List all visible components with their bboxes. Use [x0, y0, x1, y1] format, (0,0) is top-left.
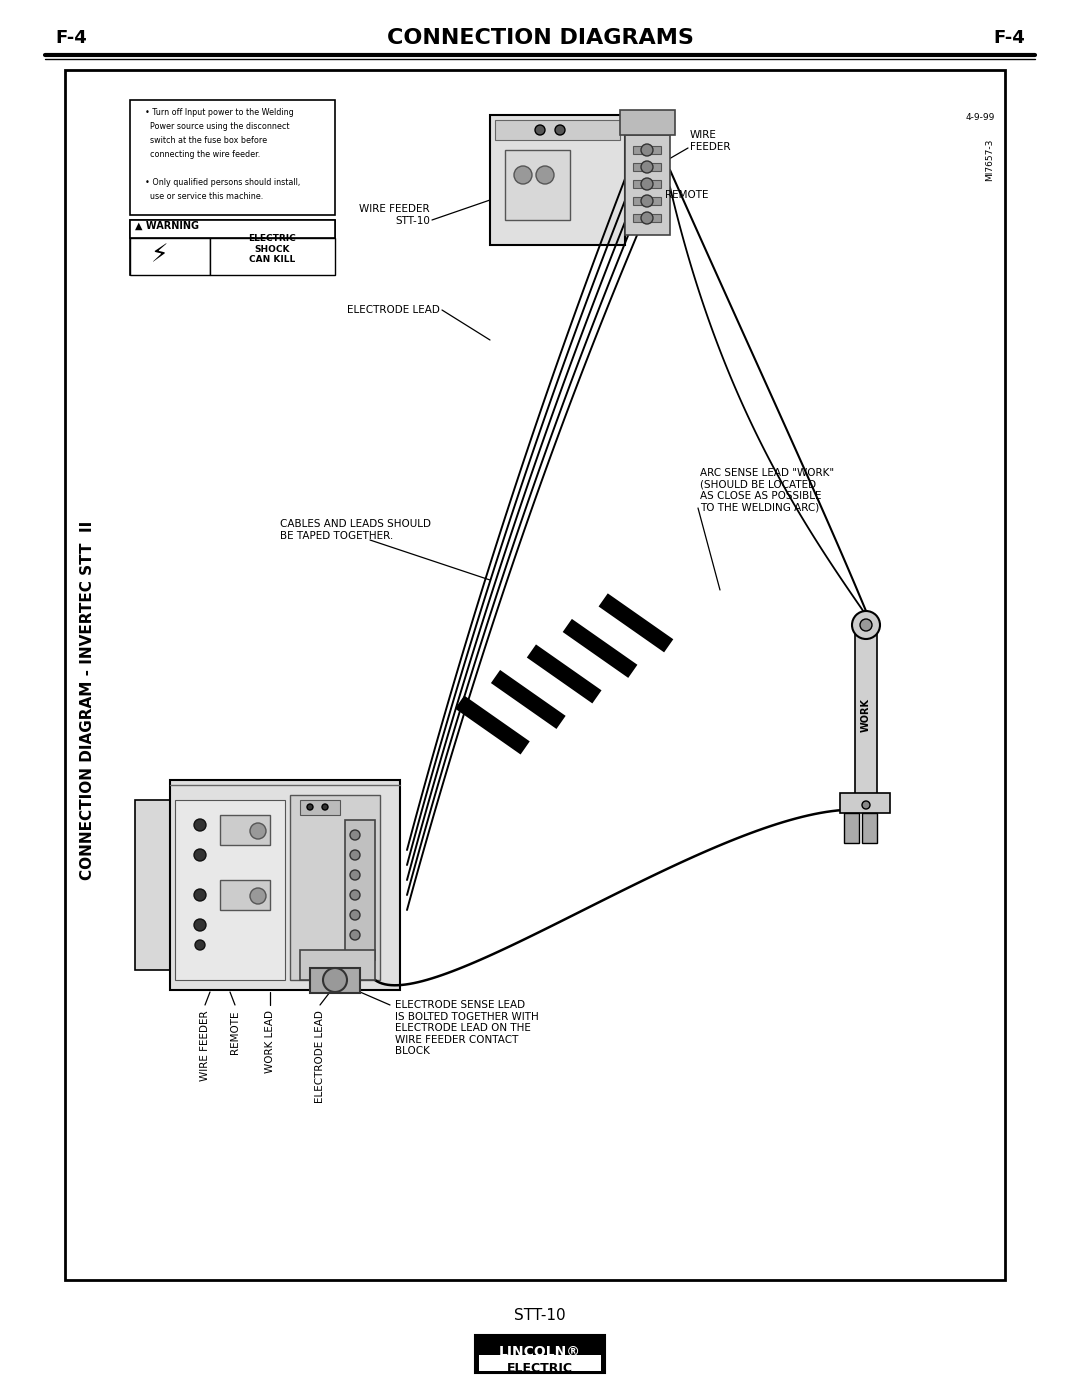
Text: CABLES AND LEADS SHOULD
BE TAPED TOGETHER.: CABLES AND LEADS SHOULD BE TAPED TOGETHE… — [280, 520, 431, 541]
Bar — [300, 950, 375, 981]
Circle shape — [194, 888, 206, 901]
Text: ▲ WARNING: ▲ WARNING — [135, 221, 199, 231]
Text: ELECTRODE LEAD: ELECTRODE LEAD — [315, 1010, 325, 1102]
Bar — [527, 644, 602, 704]
Bar — [633, 147, 661, 154]
Text: WORK: WORK — [861, 698, 870, 732]
Bar — [65, 70, 1005, 1280]
Circle shape — [642, 212, 653, 224]
Text: ⚡: ⚡ — [151, 243, 168, 267]
Bar — [490, 115, 625, 244]
Text: ELECTRODE SENSE LEAD
IS BOLTED TOGETHER WITH
ELECTRODE LEAD ON THE
WIRE FEEDER C: ELECTRODE SENSE LEAD IS BOLTED TOGETHER … — [395, 1000, 539, 1056]
Bar — [633, 180, 661, 189]
Bar — [862, 813, 877, 842]
Text: ELECTRIC
SHOCK
CAN KILL: ELECTRIC SHOCK CAN KILL — [248, 235, 296, 264]
Bar — [633, 197, 661, 205]
Text: connecting the wire feeder.: connecting the wire feeder. — [145, 149, 260, 159]
Text: REMOTE: REMOTE — [665, 190, 708, 200]
Bar — [291, 795, 380, 981]
Text: F-4: F-4 — [994, 29, 1025, 47]
Text: REMOTE: REMOTE — [230, 1010, 240, 1053]
Circle shape — [860, 619, 872, 631]
Bar — [598, 594, 673, 652]
Circle shape — [350, 930, 360, 940]
Circle shape — [350, 830, 360, 840]
Circle shape — [249, 823, 266, 840]
Circle shape — [307, 805, 313, 810]
Circle shape — [194, 819, 206, 831]
Circle shape — [249, 888, 266, 904]
Bar — [475, 1336, 605, 1373]
Bar — [300, 800, 340, 814]
Bar — [175, 800, 285, 981]
Circle shape — [642, 144, 653, 156]
Bar — [310, 968, 360, 993]
Bar — [455, 696, 530, 754]
Circle shape — [852, 610, 880, 638]
Bar — [633, 163, 661, 170]
Bar — [220, 880, 270, 909]
Text: switch at the fuse box before: switch at the fuse box before — [145, 136, 267, 145]
Bar — [170, 780, 400, 990]
Bar — [130, 219, 335, 237]
Bar — [633, 214, 661, 222]
Bar — [495, 120, 620, 140]
Circle shape — [642, 177, 653, 190]
Circle shape — [642, 196, 653, 207]
Bar — [210, 237, 335, 275]
Text: WIRE FEEDER
STT-10: WIRE FEEDER STT-10 — [360, 204, 430, 226]
Text: 4-9-99: 4-9-99 — [966, 113, 995, 123]
Bar — [345, 820, 375, 960]
Text: F-4: F-4 — [55, 29, 86, 47]
Circle shape — [535, 124, 545, 136]
Circle shape — [642, 161, 653, 173]
Bar — [843, 813, 859, 842]
Circle shape — [536, 166, 554, 184]
Bar — [563, 619, 637, 678]
Circle shape — [350, 909, 360, 921]
Bar — [620, 110, 675, 136]
Bar — [135, 800, 175, 970]
Text: WIRE
FEEDER: WIRE FEEDER — [690, 130, 730, 152]
Text: MI7657-3: MI7657-3 — [986, 138, 995, 182]
Bar — [491, 671, 566, 729]
Text: use or service this machine.: use or service this machine. — [145, 191, 264, 201]
Bar — [855, 630, 877, 795]
Text: STT-10: STT-10 — [514, 1308, 566, 1323]
Text: CONNECTION DIAGRAMS: CONNECTION DIAGRAMS — [387, 28, 693, 47]
Circle shape — [350, 849, 360, 861]
Bar — [130, 101, 335, 215]
Text: • Turn off Input power to the Welding: • Turn off Input power to the Welding — [145, 108, 294, 117]
Bar — [505, 149, 570, 219]
Circle shape — [194, 919, 206, 930]
Bar — [130, 237, 210, 275]
Bar — [130, 219, 335, 275]
Circle shape — [350, 870, 360, 880]
Text: LINCOLN®: LINCOLN® — [499, 1345, 581, 1359]
Text: ELECTRODE LEAD: ELECTRODE LEAD — [347, 305, 440, 314]
Text: ELECTRIC: ELECTRIC — [507, 1362, 573, 1376]
Text: WIRE FEEDER: WIRE FEEDER — [200, 1010, 210, 1081]
Circle shape — [194, 849, 206, 861]
Circle shape — [323, 968, 347, 992]
Circle shape — [514, 166, 532, 184]
Circle shape — [862, 800, 870, 809]
Text: CONNECTION DIAGRAM - INVERTEC STT  II: CONNECTION DIAGRAM - INVERTEC STT II — [81, 520, 95, 880]
Bar — [220, 814, 270, 845]
Circle shape — [322, 805, 328, 810]
Bar — [625, 136, 670, 235]
Circle shape — [555, 124, 565, 136]
Circle shape — [195, 940, 205, 950]
Text: WORK LEAD: WORK LEAD — [265, 1010, 275, 1073]
Bar — [480, 1355, 600, 1370]
Text: • Only qualified persons should install,: • Only qualified persons should install, — [145, 177, 300, 187]
Bar — [840, 793, 890, 813]
Text: Power source using the disconnect: Power source using the disconnect — [145, 122, 289, 131]
Text: ARC SENSE LEAD "WORK"
(SHOULD BE LOCATED
AS CLOSE AS POSSIBLE
TO THE WELDING ARC: ARC SENSE LEAD "WORK" (SHOULD BE LOCATED… — [700, 468, 834, 513]
Circle shape — [350, 890, 360, 900]
